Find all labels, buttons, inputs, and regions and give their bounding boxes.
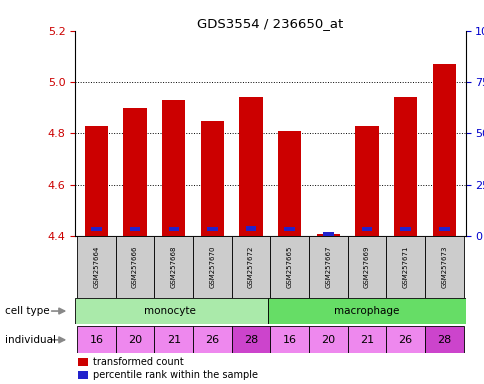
Text: GSM257672: GSM257672	[247, 246, 254, 288]
Bar	[85, 126, 108, 236]
Text: 21: 21	[359, 335, 373, 345]
Bar	[277, 131, 301, 236]
Text: 20: 20	[128, 335, 142, 345]
Bar	[116, 236, 154, 298]
Bar	[123, 108, 146, 236]
Bar	[424, 236, 463, 298]
Text: GSM257667: GSM257667	[325, 246, 331, 288]
Bar	[200, 121, 224, 236]
Bar	[316, 233, 339, 236]
Bar	[393, 98, 416, 236]
Text: GSM257665: GSM257665	[286, 246, 292, 288]
Bar	[347, 326, 386, 353]
Bar	[308, 236, 347, 298]
Bar	[193, 236, 231, 298]
Text: 28: 28	[243, 335, 257, 345]
Bar	[361, 227, 372, 231]
Bar	[154, 236, 193, 298]
Bar	[231, 236, 270, 298]
Text: GSM257670: GSM257670	[209, 246, 215, 288]
Bar	[270, 326, 308, 353]
Text: macrophage: macrophage	[333, 306, 399, 316]
Text: 16: 16	[89, 335, 103, 345]
Bar	[154, 326, 193, 353]
Bar	[308, 326, 347, 353]
Bar	[347, 236, 386, 298]
Bar	[239, 98, 262, 236]
Bar	[207, 227, 217, 231]
Text: 21: 21	[166, 335, 181, 345]
Bar	[322, 232, 333, 237]
Text: GSM257673: GSM257673	[440, 246, 446, 288]
Bar	[193, 326, 231, 353]
Text: 28: 28	[436, 335, 451, 345]
Text: 16: 16	[282, 335, 296, 345]
Bar	[432, 64, 455, 236]
Bar	[168, 227, 179, 231]
Text: transformed count: transformed count	[92, 357, 183, 367]
Bar	[116, 326, 154, 353]
Text: 26: 26	[398, 335, 412, 345]
Bar	[77, 326, 116, 353]
Bar	[75, 298, 268, 324]
Text: GSM257664: GSM257664	[93, 246, 99, 288]
Text: individual: individual	[5, 335, 56, 345]
Text: GSM257666: GSM257666	[132, 246, 138, 288]
Text: GSM257668: GSM257668	[170, 246, 176, 288]
Bar	[231, 326, 270, 353]
Bar	[270, 236, 308, 298]
Bar	[245, 226, 256, 231]
Text: monocyte: monocyte	[144, 306, 196, 316]
Bar	[438, 227, 449, 231]
Bar	[400, 227, 410, 231]
Bar	[77, 236, 116, 298]
Bar	[424, 326, 463, 353]
Bar	[130, 227, 140, 231]
Bar	[355, 126, 378, 236]
Bar	[268, 298, 465, 324]
Bar	[78, 371, 88, 379]
Text: GSM257671: GSM257671	[402, 246, 408, 288]
Bar	[162, 100, 185, 236]
Title: GDS3554 / 236650_at: GDS3554 / 236650_at	[197, 17, 343, 30]
Text: 20: 20	[320, 335, 335, 345]
Text: cell type: cell type	[5, 306, 49, 316]
Bar	[91, 227, 102, 231]
Text: GSM257669: GSM257669	[363, 246, 369, 288]
Bar	[386, 236, 424, 298]
Text: 26: 26	[205, 335, 219, 345]
Bar	[78, 358, 88, 366]
Text: percentile rank within the sample: percentile rank within the sample	[92, 370, 257, 381]
Bar	[284, 227, 294, 231]
Bar	[386, 326, 424, 353]
